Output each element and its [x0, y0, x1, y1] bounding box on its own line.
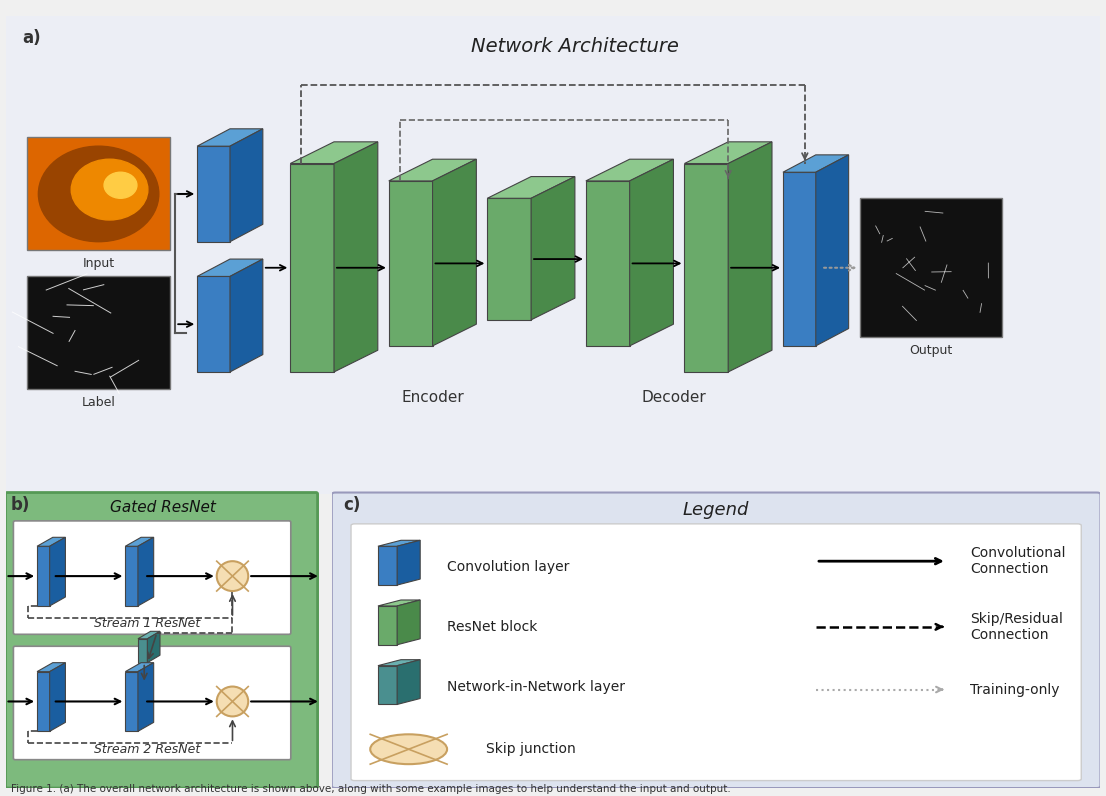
Text: Label: Label [82, 396, 115, 409]
Polygon shape [586, 181, 629, 346]
Text: Figure 1. (a) The overall network architecture is shown above, along with some e: Figure 1. (a) The overall network archit… [11, 784, 731, 794]
Polygon shape [197, 129, 263, 146]
Polygon shape [378, 660, 420, 665]
FancyBboxPatch shape [859, 198, 1002, 338]
Polygon shape [147, 631, 160, 662]
Text: a): a) [22, 29, 41, 47]
Text: Network Architecture: Network Architecture [471, 37, 679, 56]
Polygon shape [38, 672, 50, 732]
Text: c): c) [343, 495, 361, 513]
Circle shape [39, 146, 159, 242]
Text: Legend: Legend [682, 501, 750, 520]
Polygon shape [125, 546, 138, 606]
Circle shape [217, 686, 248, 716]
Polygon shape [197, 146, 230, 242]
Text: Convolution layer: Convolution layer [447, 560, 570, 574]
Text: Training-only: Training-only [970, 682, 1060, 696]
Polygon shape [728, 142, 772, 372]
Polygon shape [38, 537, 65, 546]
FancyBboxPatch shape [13, 646, 291, 759]
Polygon shape [138, 537, 154, 606]
Polygon shape [138, 638, 147, 662]
Polygon shape [230, 129, 263, 242]
Polygon shape [378, 600, 420, 606]
Polygon shape [125, 672, 138, 732]
Polygon shape [685, 163, 728, 372]
Polygon shape [389, 181, 432, 346]
Polygon shape [197, 259, 263, 276]
Polygon shape [397, 600, 420, 645]
Polygon shape [783, 172, 816, 346]
Polygon shape [334, 142, 378, 372]
Circle shape [217, 561, 248, 591]
FancyBboxPatch shape [3, 14, 1103, 495]
Polygon shape [488, 177, 575, 198]
Text: Output: Output [909, 344, 952, 357]
Text: Convolutional
Connection: Convolutional Connection [970, 546, 1065, 576]
Text: Skip/Residual
Connection: Skip/Residual Connection [970, 612, 1063, 642]
Polygon shape [397, 660, 420, 704]
Text: Input: Input [83, 257, 115, 270]
FancyBboxPatch shape [13, 521, 291, 634]
Text: Encoder: Encoder [401, 391, 463, 405]
Polygon shape [290, 163, 334, 372]
Polygon shape [125, 662, 154, 672]
Polygon shape [378, 540, 420, 546]
Text: Stream 1 ResNet: Stream 1 ResNet [94, 618, 200, 630]
Text: ResNet block: ResNet block [447, 620, 538, 634]
Polygon shape [432, 159, 477, 346]
Polygon shape [38, 662, 65, 672]
Polygon shape [50, 537, 65, 606]
Circle shape [371, 734, 447, 764]
Polygon shape [378, 546, 397, 585]
Polygon shape [397, 540, 420, 585]
Text: b): b) [10, 495, 30, 513]
Text: Gated ResNet: Gated ResNet [111, 500, 216, 515]
Polygon shape [685, 142, 772, 163]
FancyBboxPatch shape [351, 524, 1082, 781]
Polygon shape [378, 606, 397, 645]
Text: Network-in-Network layer: Network-in-Network layer [447, 680, 625, 693]
Polygon shape [290, 142, 378, 163]
Polygon shape [197, 276, 230, 372]
FancyBboxPatch shape [28, 138, 170, 251]
Text: Stream 2 ResNet: Stream 2 ResNet [94, 743, 200, 755]
FancyBboxPatch shape [332, 493, 1100, 788]
Polygon shape [50, 662, 65, 732]
FancyBboxPatch shape [28, 276, 170, 389]
FancyBboxPatch shape [6, 493, 317, 788]
Polygon shape [230, 259, 263, 372]
Polygon shape [138, 662, 154, 732]
Text: Skip junction: Skip junction [486, 742, 575, 756]
Polygon shape [816, 155, 848, 346]
Polygon shape [488, 198, 531, 320]
Polygon shape [378, 665, 397, 704]
Circle shape [71, 159, 148, 220]
Polygon shape [586, 159, 674, 181]
Polygon shape [38, 546, 50, 606]
Polygon shape [531, 177, 575, 320]
Polygon shape [138, 631, 160, 638]
Text: Decoder: Decoder [641, 391, 706, 405]
Polygon shape [389, 159, 477, 181]
Polygon shape [125, 537, 154, 546]
Circle shape [104, 172, 137, 198]
Polygon shape [629, 159, 674, 346]
Polygon shape [783, 155, 848, 172]
